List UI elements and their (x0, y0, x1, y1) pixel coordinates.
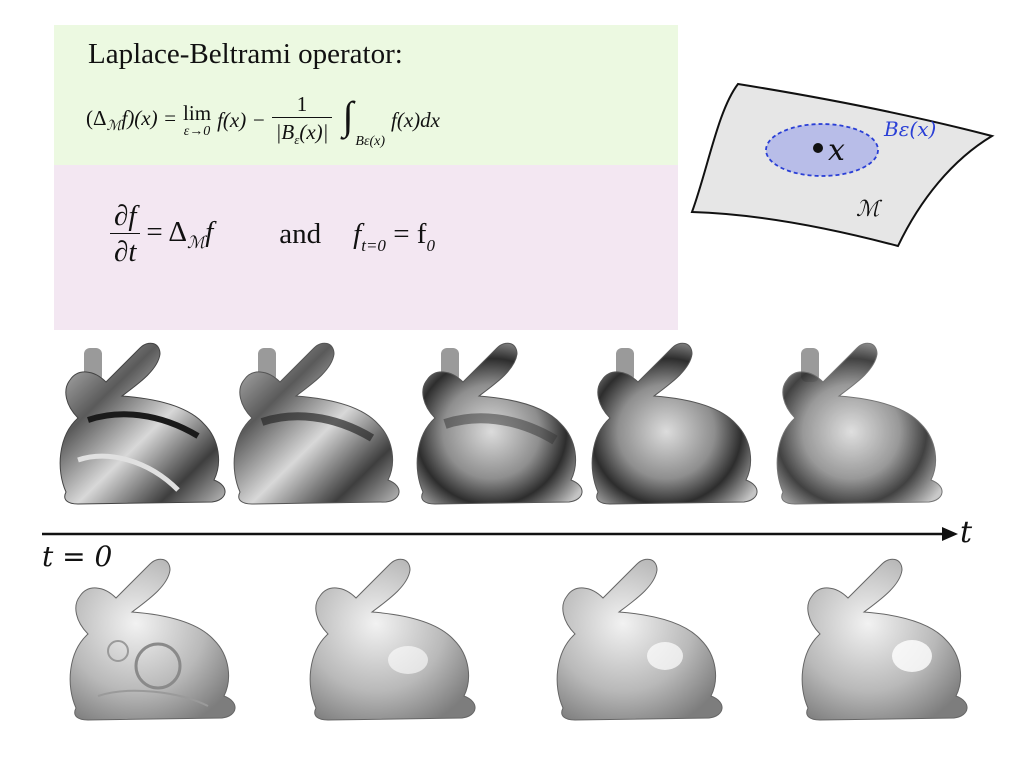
smoothed-bunny-4 (801, 558, 968, 721)
textured-bunny-1 (59, 342, 226, 505)
heat-equation-panel (54, 165, 678, 330)
integrand: f(x)dx (391, 107, 440, 132)
operator-title: Laplace-Beltrami operator: (88, 38, 403, 70)
smoothed-bunny-2 (309, 558, 476, 721)
formula-fraction: 1 |Bε(x)| (271, 92, 333, 148)
formula-lhs: (Δℳf)(x) = (86, 105, 178, 134)
textured-bunny-3 (416, 342, 583, 505)
initial-condition: ft=0 = f0 (353, 218, 435, 255)
manifold-diagram: x Bε(x) ℳ (690, 82, 995, 248)
heat-rhs: = Δℳf (146, 216, 214, 252)
formula-fx: f(x) − (217, 107, 266, 132)
integral-domain: Bε(x) (355, 134, 386, 150)
textured-bunny-5 (776, 342, 943, 505)
textured-bunny-4 (591, 342, 758, 505)
smoothed-bunny-3 (556, 558, 723, 721)
smoothed-bunny-row (69, 558, 968, 721)
laplace-beltrami-formula: (Δℳf)(x) = lim ε→0 f(x) − 1 |Bε(x)| ∫ Bε… (86, 92, 440, 150)
point-x-label: x (828, 133, 845, 168)
smoothed-bunny-1 (69, 558, 236, 721)
manifold-label: ℳ (856, 197, 883, 222)
limit-operator: lim ε→0 (183, 100, 212, 139)
ball-label: Bε(x) (883, 117, 936, 141)
and-text: and (279, 218, 322, 250)
time-axis-label: t (960, 515, 973, 550)
textured-bunny-row (59, 342, 943, 505)
time-start-label: t = 0 (42, 540, 112, 573)
time-axis: t t = 0 (42, 515, 973, 573)
definition-panel (54, 25, 678, 165)
time-derivative: ∂f ∂t (110, 200, 141, 269)
heat-equation: ∂f ∂t = Δℳf and ft=0 = f0 (104, 200, 435, 269)
textured-bunny-2 (233, 342, 400, 505)
point-x-dot (813, 143, 823, 153)
integral-sign: ∫ (342, 93, 354, 139)
